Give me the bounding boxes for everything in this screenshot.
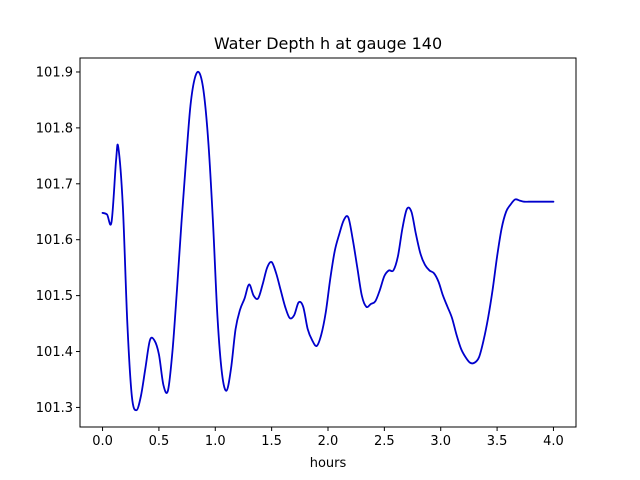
y-tick-label: 101.6 [36, 233, 73, 248]
y-tick-label: 101.4 [36, 345, 73, 360]
x-tick-label: 1.5 [261, 434, 282, 449]
y-tick-label: 101.5 [36, 289, 73, 304]
x-tick-label: 2.0 [318, 434, 339, 449]
y-tick-label: 101.8 [36, 121, 73, 136]
y-tick-label: 101.3 [36, 401, 73, 416]
chart-title: Water Depth h at gauge 140 [214, 34, 442, 53]
x-tick-label: 2.5 [374, 434, 395, 449]
y-tick-label: 101.7 [36, 177, 73, 192]
x-tick-label: 0.0 [92, 434, 113, 449]
y-tick-label: 101.9 [36, 65, 73, 80]
x-tick-label: 3.0 [430, 434, 451, 449]
x-tick-label: 1.0 [205, 434, 226, 449]
series-layer [101, 70, 555, 412]
x-axis: 0.0 0.5 1.0 1.5 2.0 2.5 3.0 3.5 4.0 [92, 427, 564, 449]
plot-frame [79, 57, 577, 428]
x-axis-label: hours [310, 456, 347, 471]
series-line [101, 70, 555, 412]
x-tick-label: 3.5 [487, 434, 508, 449]
x-tick-label: 0.5 [149, 434, 170, 449]
y-axis: 101.3 101.4 101.5 101.6 101.7 101.8 101.9 [36, 65, 80, 416]
x-tick-label: 4.0 [543, 434, 564, 449]
